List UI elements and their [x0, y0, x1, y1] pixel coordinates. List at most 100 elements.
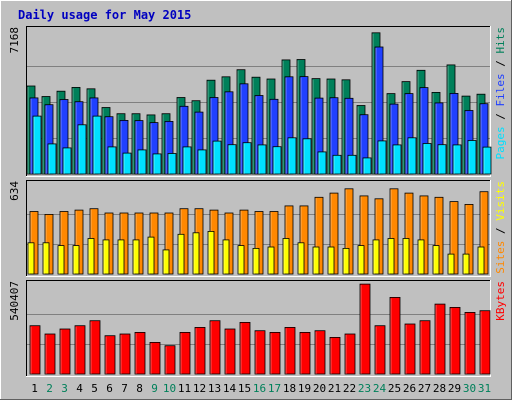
- x-tick-label: 21: [328, 382, 341, 395]
- bar-kbytes-day-9: [149, 341, 161, 375]
- side-legend-part: /: [494, 54, 507, 74]
- bar-pages-day-30: [467, 140, 477, 175]
- bar-visits-day-9: [147, 236, 155, 275]
- bar-pages-day-12: [197, 149, 207, 175]
- bar-kbytes-day-16: [254, 330, 266, 375]
- bar-visits-day-15: [237, 245, 245, 275]
- bar-kbytes-day-4: [74, 325, 86, 375]
- bar-pages-day-10: [167, 153, 177, 175]
- bar-kbytes-day-31: [479, 310, 491, 375]
- bar-kbytes-day-11: [179, 331, 191, 375]
- x-tick-label: 13: [208, 382, 221, 395]
- bar-visits-day-19: [297, 242, 305, 275]
- bar-pages-day-15: [242, 142, 252, 175]
- x-tick-label: 20: [313, 382, 326, 395]
- x-tick-label: 16: [253, 382, 266, 395]
- bar-kbytes-day-28: [434, 303, 446, 375]
- side-legend-part: /: [494, 107, 507, 127]
- bar-visits-day-31: [477, 246, 485, 275]
- bar-pages-day-27: [422, 143, 432, 175]
- panel-sites-visits: 634 Sites / Visits: [8, 180, 507, 277]
- x-tick-label: 10: [163, 382, 176, 395]
- bar-kbytes-day-29: [449, 306, 461, 375]
- side-legend-label: Pages / Files / Hits: [494, 27, 507, 160]
- bar-kbytes-day-19: [299, 331, 311, 375]
- x-axis-day-labels: 1 2 3 4 5 6 7 8 9 10 11 12 13 14 15 16 17 18 19 20 21 22 23 24 2…: [31, 382, 491, 395]
- side-legend-label: Sites / Visits: [494, 181, 507, 274]
- x-tick-label: 1: [31, 382, 38, 395]
- bar-visits-day-10: [162, 249, 170, 275]
- bar-pages-day-25: [392, 144, 402, 175]
- bar-visits-day-11: [177, 233, 185, 275]
- bar-pages-day-11: [182, 146, 192, 175]
- x-tick-label: 8: [136, 382, 143, 395]
- x-tick-label: 9: [151, 382, 158, 395]
- x-tick-label: 2: [46, 382, 53, 395]
- bar-kbytes-day-17: [269, 331, 281, 375]
- bar-visits-day-14: [222, 239, 230, 275]
- bar-pages-day-1: [32, 115, 42, 175]
- bar-pages-day-29: [452, 144, 462, 175]
- bar-kbytes-day-26: [404, 323, 416, 375]
- bar-visits-day-27: [417, 239, 425, 275]
- bar-pages-day-23: [362, 157, 372, 175]
- bar-pages-day-3: [62, 147, 72, 175]
- chart-title: Daily usage for May 2015: [18, 8, 191, 22]
- bar-pages-day-2: [47, 143, 57, 175]
- x-tick-label: 25: [388, 382, 401, 395]
- x-tick-label: 19: [298, 382, 311, 395]
- x-tick-label: 29: [448, 382, 461, 395]
- bar-kbytes-day-18: [284, 326, 296, 375]
- side-legend-part: /: [494, 221, 507, 241]
- x-tick-label: 7: [121, 382, 128, 395]
- bar-kbytes-day-24: [374, 325, 386, 375]
- x-tick-label: 22: [343, 382, 356, 395]
- bar-kbytes-day-14: [224, 328, 236, 375]
- bar-pages-day-28: [437, 144, 447, 175]
- x-tick-label: 31: [478, 382, 491, 395]
- x-tick-label: 4: [76, 382, 83, 395]
- x-tick-label: 3: [61, 382, 68, 395]
- bar-pages-day-17: [272, 146, 282, 175]
- side-legend-part: Visits: [494, 181, 507, 221]
- bar-kbytes-day-23: [359, 283, 371, 375]
- bar-visits-day-1: [27, 242, 35, 275]
- bar-kbytes-day-22: [344, 333, 356, 375]
- side-legend-part: Pages: [494, 126, 507, 159]
- bar-kbytes-day-20: [314, 330, 326, 375]
- bar-visits-day-7: [117, 239, 125, 275]
- side-legend-part: Hits: [494, 27, 507, 54]
- bar-kbytes-day-3: [59, 328, 71, 375]
- x-tick-label: 26: [403, 382, 416, 395]
- chart-panels: 7168 Pages / Files / Hits 634 Sites / Visit…: [8, 26, 507, 377]
- bar-visits-day-2: [42, 242, 50, 275]
- x-tick-label: 14: [223, 382, 237, 395]
- bar-visits-day-17: [267, 246, 275, 275]
- bar-kbytes-day-2: [44, 333, 56, 375]
- bar-visits-day-24: [372, 239, 380, 275]
- bar-visits-day-21: [327, 246, 335, 275]
- y-max-label: 540407: [8, 281, 21, 321]
- bar-visits-day-28: [432, 245, 440, 275]
- side-legend-part: KBytes: [494, 281, 507, 321]
- bar-pages-day-19: [302, 138, 312, 175]
- y-max-label: 634: [8, 181, 21, 201]
- bar-pages-day-31: [482, 146, 492, 175]
- bar-visits-day-30: [462, 253, 470, 275]
- x-tick-label: 18: [283, 382, 296, 395]
- side-legend-part: Files: [494, 73, 507, 106]
- bar-kbytes-day-7: [119, 333, 131, 375]
- bar-visits-day-12: [192, 232, 200, 275]
- bar-pages-day-16: [257, 144, 267, 175]
- bar-pages-day-20: [317, 151, 327, 175]
- series-files: [29, 46, 489, 175]
- x-tick-label: 15: [238, 382, 251, 395]
- bar-visits-day-20: [312, 246, 320, 275]
- series-kbytes: [29, 283, 491, 375]
- x-tick-label: 6: [106, 382, 113, 395]
- panel-kbytes: 540407 KBytes: [8, 280, 507, 377]
- x-tick-label: 11: [178, 382, 191, 395]
- bar-pages-day-5: [92, 115, 102, 175]
- bar-kbytes-day-1: [29, 325, 41, 375]
